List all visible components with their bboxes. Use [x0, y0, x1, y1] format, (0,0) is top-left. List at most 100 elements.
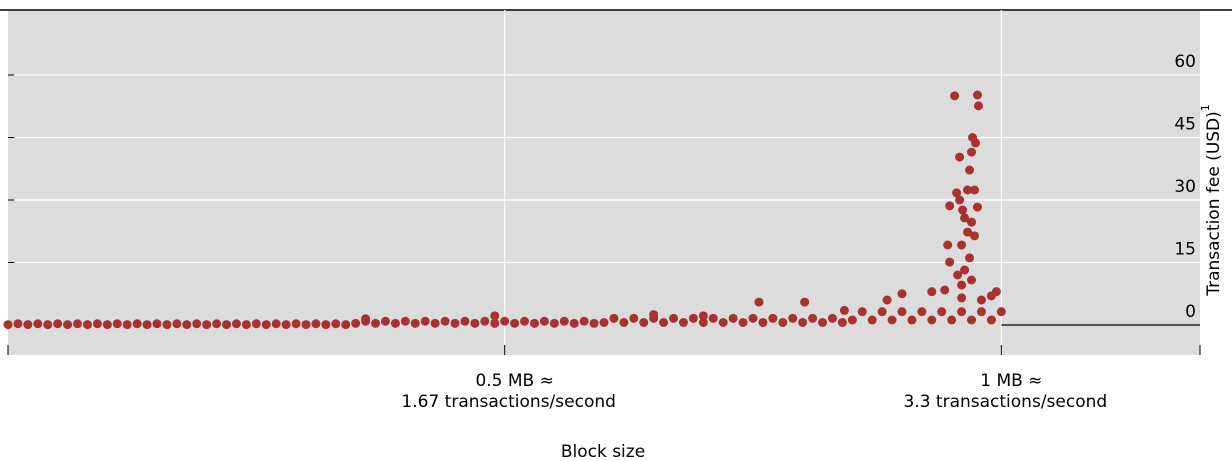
point: [13, 319, 23, 329]
y-tick-label: 30: [1174, 177, 1196, 197]
point: [341, 320, 351, 330]
point: [943, 240, 953, 250]
point: [827, 313, 837, 323]
point: [430, 318, 440, 328]
point: [102, 320, 112, 330]
point: [529, 318, 539, 328]
point: [778, 318, 788, 327]
point: [965, 165, 975, 175]
point: [937, 307, 947, 317]
point: [967, 275, 977, 285]
point: [23, 320, 33, 330]
point: [271, 319, 281, 329]
point: [945, 257, 955, 267]
point: [629, 313, 639, 323]
point: [202, 320, 212, 330]
point: [882, 295, 892, 305]
x-tick-label: 0.5 MB ≈: [475, 371, 553, 391]
y-axis-label-group: Transaction fee (USD)1: [1199, 104, 1224, 297]
point: [261, 320, 271, 330]
point: [957, 280, 967, 290]
point: [321, 320, 331, 330]
point: [808, 313, 818, 323]
point: [420, 316, 430, 326]
point: [877, 307, 887, 317]
point: [33, 319, 43, 329]
point: [967, 217, 977, 227]
x-tick-sublabel: 3.3 transactions/second: [903, 392, 1107, 412]
y-axis-label-note: 1: [1199, 104, 1212, 111]
y-tick-label: 0: [1185, 302, 1196, 322]
point: [947, 315, 957, 325]
point: [182, 320, 192, 330]
point: [927, 287, 937, 297]
point: [92, 319, 102, 329]
point: [251, 319, 261, 329]
point: [970, 231, 980, 241]
point: [972, 90, 982, 100]
point: [708, 313, 718, 323]
y-tick-label: 15: [1174, 240, 1196, 260]
grid: [8, 10, 1200, 355]
point: [955, 195, 965, 205]
point: [800, 297, 810, 307]
point: [957, 240, 967, 250]
point: [768, 313, 778, 323]
point: [371, 318, 381, 328]
point: [972, 202, 982, 212]
point: [957, 293, 967, 303]
point: [440, 316, 450, 326]
point: [688, 313, 698, 323]
point: [73, 319, 83, 329]
point: [748, 313, 758, 323]
point: [152, 319, 162, 329]
point: [927, 315, 937, 325]
point: [837, 318, 847, 327]
point: [957, 307, 967, 317]
point: [82, 320, 92, 330]
point: [351, 318, 361, 328]
point: [510, 318, 520, 328]
point: [579, 316, 589, 326]
y-tick-label: 60: [1174, 52, 1196, 72]
point: [698, 311, 708, 321]
point: [589, 318, 599, 328]
point: [754, 297, 764, 307]
point: [132, 319, 142, 329]
point: [639, 318, 649, 327]
point: [971, 138, 981, 148]
points: [3, 90, 1006, 330]
point: [958, 205, 968, 215]
point: [887, 315, 897, 325]
point: [192, 319, 202, 329]
point: [241, 320, 251, 330]
point: [976, 307, 986, 317]
point: [619, 318, 629, 327]
point: [738, 318, 748, 327]
point: [490, 311, 500, 321]
point: [960, 265, 970, 275]
point: [291, 319, 301, 329]
point: [953, 270, 963, 280]
point: [231, 319, 241, 329]
x-tick-label: 1 MB ≈: [980, 371, 1042, 391]
y-tick-label: 45: [1174, 115, 1196, 135]
point: [222, 320, 232, 330]
point: [361, 314, 371, 324]
point: [281, 320, 291, 330]
point: [53, 319, 63, 329]
point: [599, 318, 609, 327]
point: [986, 315, 996, 325]
point: [955, 152, 965, 162]
point: [967, 147, 977, 157]
point: [549, 318, 559, 328]
point: [659, 318, 669, 327]
point: [996, 307, 1006, 317]
point: [539, 316, 549, 326]
point: [311, 319, 321, 329]
point: [410, 318, 420, 328]
point: [122, 320, 132, 330]
point: [172, 319, 182, 329]
point: [301, 320, 311, 330]
point: [818, 318, 828, 327]
